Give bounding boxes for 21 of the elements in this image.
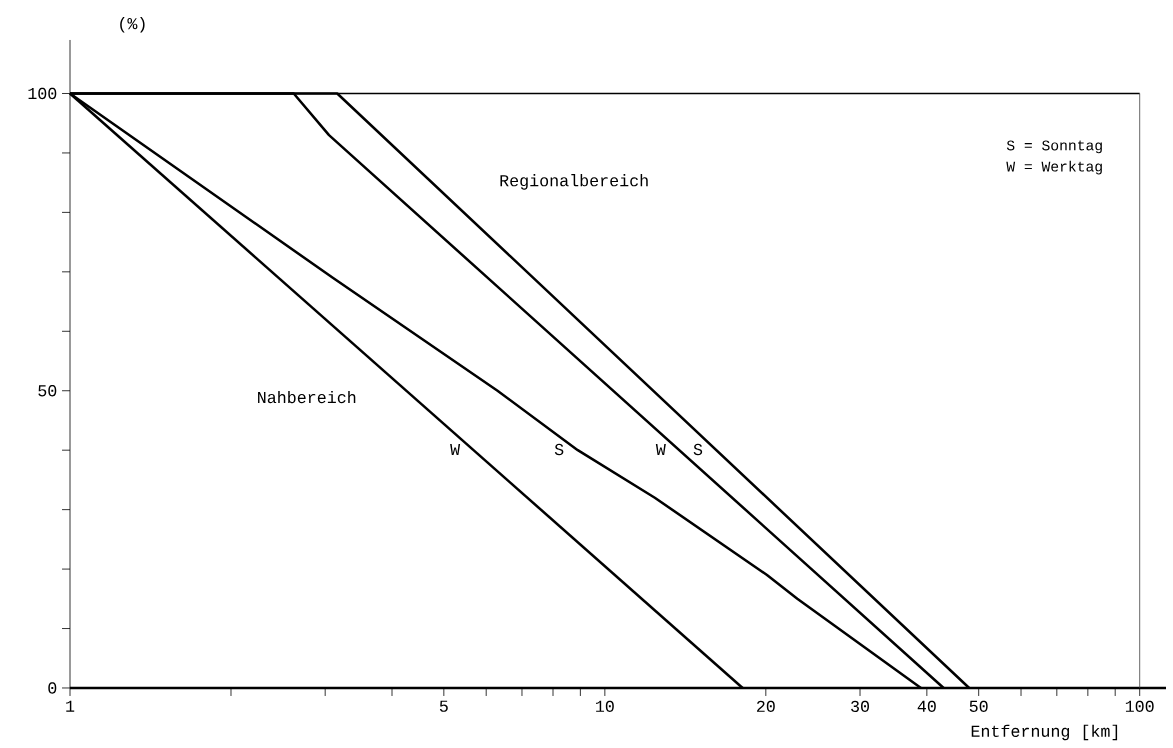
x-tick-label: 40 (917, 700, 936, 713)
x-tick-label: 1 (66, 700, 75, 712)
series-label: W (450, 444, 461, 456)
y-axis-title: (%) (120, 17, 145, 33)
x-tick-label: 50 (969, 700, 988, 713)
x-tick-label: 100 (1125, 700, 1154, 713)
y-tick-label: 50 (38, 385, 57, 397)
y-tick-label: 100 (28, 87, 57, 100)
annotation: W = Werktag (1006, 160, 1102, 175)
annotation: Nahbereich (258, 390, 356, 404)
x-tick-label: 20 (756, 700, 775, 713)
x-axis-title: Entfernung [km] (971, 724, 1118, 741)
y-tick-label: 0 (48, 682, 57, 694)
series-label: S (554, 443, 564, 456)
series-label: S (693, 443, 703, 456)
x-tick-label: 5 (439, 700, 448, 712)
x-tick-label: 30 (851, 700, 869, 713)
annotation: Regionalbereich (500, 174, 648, 190)
annotation: S = Sonntag (1006, 140, 1102, 154)
series-label: W (655, 444, 666, 456)
x-tick-label: 10 (596, 700, 614, 713)
